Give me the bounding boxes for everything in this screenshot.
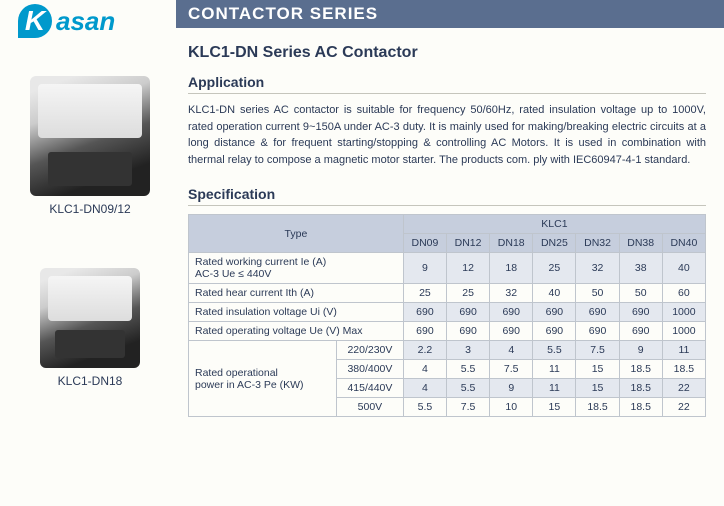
cell: 2.2	[403, 341, 446, 360]
cell: 22	[662, 398, 705, 417]
product-caption-1: KLC1-DN09/12	[10, 202, 170, 216]
cell: 4	[403, 360, 446, 379]
cell: 25	[533, 253, 576, 284]
cell: 15	[576, 360, 619, 379]
row-label: Rated insulation voltage Ui (V)	[189, 303, 404, 322]
product-image-2	[40, 268, 140, 368]
cell: 18.5	[619, 398, 662, 417]
cell: 9	[490, 379, 533, 398]
cell: 25	[403, 284, 446, 303]
cell: 50	[576, 284, 619, 303]
specification-heading: Specification	[188, 186, 706, 206]
power-sublabel: 415/440V	[337, 379, 404, 398]
cell: 7.5	[490, 360, 533, 379]
cell: 690	[576, 303, 619, 322]
cell: 690	[447, 303, 490, 322]
application-heading: Application	[188, 74, 706, 94]
cell: 32	[490, 284, 533, 303]
cell: 38	[619, 253, 662, 284]
th-group: KLC1	[403, 215, 705, 234]
cell: 690	[403, 303, 446, 322]
page-header: CONTACTOR SERIES	[176, 0, 724, 28]
product-image-1	[30, 76, 150, 196]
cell: 10	[490, 398, 533, 417]
cell: 690	[490, 303, 533, 322]
cell: 18.5	[619, 360, 662, 379]
cell: 15	[576, 379, 619, 398]
cell: 25	[447, 284, 490, 303]
cell: 5.5	[533, 341, 576, 360]
th-model: DN38	[619, 234, 662, 253]
power-sublabel: 500V	[337, 398, 404, 417]
cell: 18	[490, 253, 533, 284]
product-images-column: KLC1-DN09/12 KLC1-DN18	[10, 76, 170, 412]
cell: 18.5	[662, 360, 705, 379]
cell: 4	[403, 379, 446, 398]
row-label: Rated operating voltage Ue (V) Max	[189, 322, 404, 341]
power-sublabel: 220/230V	[337, 341, 404, 360]
th-model: DN12	[447, 234, 490, 253]
th-model: DN09	[403, 234, 446, 253]
cell: 9	[403, 253, 446, 284]
cell: 1000	[662, 322, 705, 341]
th-model: DN18	[490, 234, 533, 253]
cell: 690	[533, 303, 576, 322]
cell: 12	[447, 253, 490, 284]
cell: 40	[662, 253, 705, 284]
spec-table: Type KLC1 DN09DN12DN18DN25DN32DN38DN40 R…	[188, 214, 706, 417]
cell: 690	[490, 322, 533, 341]
cell: 50	[619, 284, 662, 303]
cell: 3	[447, 341, 490, 360]
cell: 9	[619, 341, 662, 360]
row-label: Rated hear current Ith (A)	[189, 284, 404, 303]
product-caption-2: KLC1-DN18	[10, 374, 170, 388]
spec-tbody: Rated working current Ie (A) AC-3 Ue ≤ 4…	[189, 253, 706, 417]
cell: 690	[576, 322, 619, 341]
power-sublabel: 380/400V	[337, 360, 404, 379]
cell: 18.5	[576, 398, 619, 417]
cell: 690	[447, 322, 490, 341]
th-model: DN25	[533, 234, 576, 253]
cell: 690	[619, 303, 662, 322]
cell: 690	[403, 322, 446, 341]
series-title: KLC1-DN Series AC Contactor	[188, 44, 706, 62]
cell: 5.5	[447, 360, 490, 379]
cell: 18.5	[619, 379, 662, 398]
cell: 5.5	[447, 379, 490, 398]
cell: 15	[533, 398, 576, 417]
th-model: DN40	[662, 234, 705, 253]
cell: 60	[662, 284, 705, 303]
cell: 11	[533, 379, 576, 398]
logo-mark: K	[18, 4, 52, 38]
cell: 5.5	[403, 398, 446, 417]
cell: 7.5	[447, 398, 490, 417]
power-group-label: Rated operational power in AC-3 Pe (KW)	[189, 341, 337, 417]
cell: 1000	[662, 303, 705, 322]
cell: 690	[619, 322, 662, 341]
cell: 690	[533, 322, 576, 341]
cell: 11	[662, 341, 705, 360]
cell: 22	[662, 379, 705, 398]
cell: 7.5	[576, 341, 619, 360]
cell: 11	[533, 360, 576, 379]
cell: 32	[576, 253, 619, 284]
row-label: Rated working current Ie (A) AC-3 Ue ≤ 4…	[189, 253, 404, 284]
brand-logo: K asan	[18, 4, 168, 38]
cell: 40	[533, 284, 576, 303]
application-text: KLC1-DN series AC contactor is suitable …	[188, 102, 706, 168]
logo-text: asan	[56, 6, 115, 37]
th-type: Type	[189, 215, 404, 253]
th-model: DN32	[576, 234, 619, 253]
cell: 4	[490, 341, 533, 360]
